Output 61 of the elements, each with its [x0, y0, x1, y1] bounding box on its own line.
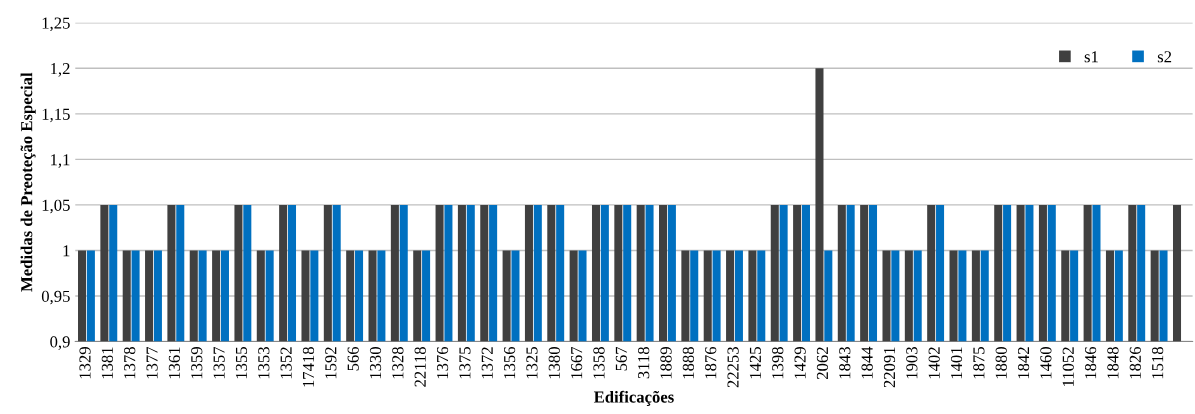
x-tick-label: 11052	[1062, 347, 1074, 386]
x-tick-label: 1888	[682, 347, 694, 379]
x-tick-label: 1378	[124, 347, 136, 379]
x-tick-label: 1402	[928, 347, 940, 379]
x-tick-label: 1358	[593, 347, 605, 379]
x-tick-label: 1356	[504, 346, 516, 379]
x-tick-label: 1846	[1084, 346, 1097, 379]
x-tick-label: 1844	[861, 346, 873, 379]
x-tick-label: 1329	[79, 347, 91, 379]
x-tick-label: 1380	[548, 347, 560, 379]
x-tick-label: 566	[347, 346, 359, 371]
x-tick-label: 1376	[436, 346, 449, 379]
legend-label: s1	[1084, 51, 1098, 63]
x-tick-label: 2062	[816, 347, 829, 380]
x-tick-label: 1592	[325, 347, 337, 379]
x-tick-label: 1889	[660, 347, 672, 379]
x-tick-label: 1377	[146, 346, 158, 379]
x-tick-label: 1667	[571, 346, 583, 379]
x-tick-label: 1330	[369, 347, 382, 379]
x-tick-label: 1518	[1152, 347, 1164, 379]
x-tick-label: 1357	[213, 346, 225, 379]
y-axis-title: Medidas de Preoteção Especial	[20, 72, 36, 292]
x-tick-label: 1398	[772, 347, 784, 379]
x-tick-label: 1903	[906, 347, 918, 379]
y-tick-label: 1,2	[51, 63, 70, 77]
y-tick-label: 1,25	[42, 17, 70, 32]
x-tick-label: 1401	[950, 347, 963, 379]
y-tick-label: 1,1	[51, 154, 70, 168]
x-tick-label: 3118	[638, 347, 650, 379]
x-tick-label: 1876	[705, 346, 717, 379]
x-tick-label: 1460	[1040, 347, 1052, 379]
x-tick-label: 1361	[168, 347, 181, 379]
x-tick-label: 1381	[101, 347, 113, 379]
x-tick-label: 17418	[302, 347, 315, 387]
y-tick-label: 1	[63, 245, 70, 257]
x-tick-label: 1325	[526, 347, 538, 379]
legend-label: s2	[1157, 51, 1172, 63]
x-tick-label: 1328	[392, 347, 404, 379]
x-tick-label: 1843	[839, 347, 851, 379]
x-tick-label: 1355	[235, 347, 248, 379]
y-tick-label: 1,15	[42, 108, 70, 123]
x-axis-title: Edificações	[593, 390, 674, 406]
x-tick-label: 1842	[1017, 347, 1030, 379]
x-tick-label: 22091	[883, 347, 896, 388]
y-tick-label: 0,95	[41, 290, 70, 305]
x-tick-label: 22253	[727, 347, 739, 388]
y-tick-label: 1,05	[42, 199, 70, 214]
x-tick-label: 1848	[1107, 347, 1119, 379]
y-tick-label: 0,9	[50, 336, 70, 350]
x-tick-label: 1372	[481, 347, 493, 379]
x-tick-label: 1425	[749, 347, 762, 379]
x-tick-label: 1429	[794, 347, 806, 379]
x-tick-label: 1353	[258, 347, 270, 379]
x-tick-label: 1359	[191, 347, 203, 379]
x-tick-label: 1875	[973, 347, 985, 379]
x-tick-label: 1826	[1129, 346, 1141, 379]
x-tick-label: 1880	[995, 347, 1007, 379]
x-tick-label: 1375	[459, 347, 471, 379]
x-tick-label: 567	[615, 346, 627, 371]
x-tick-label: 1352	[280, 347, 292, 379]
x-tick-label: 22118	[414, 347, 426, 387]
